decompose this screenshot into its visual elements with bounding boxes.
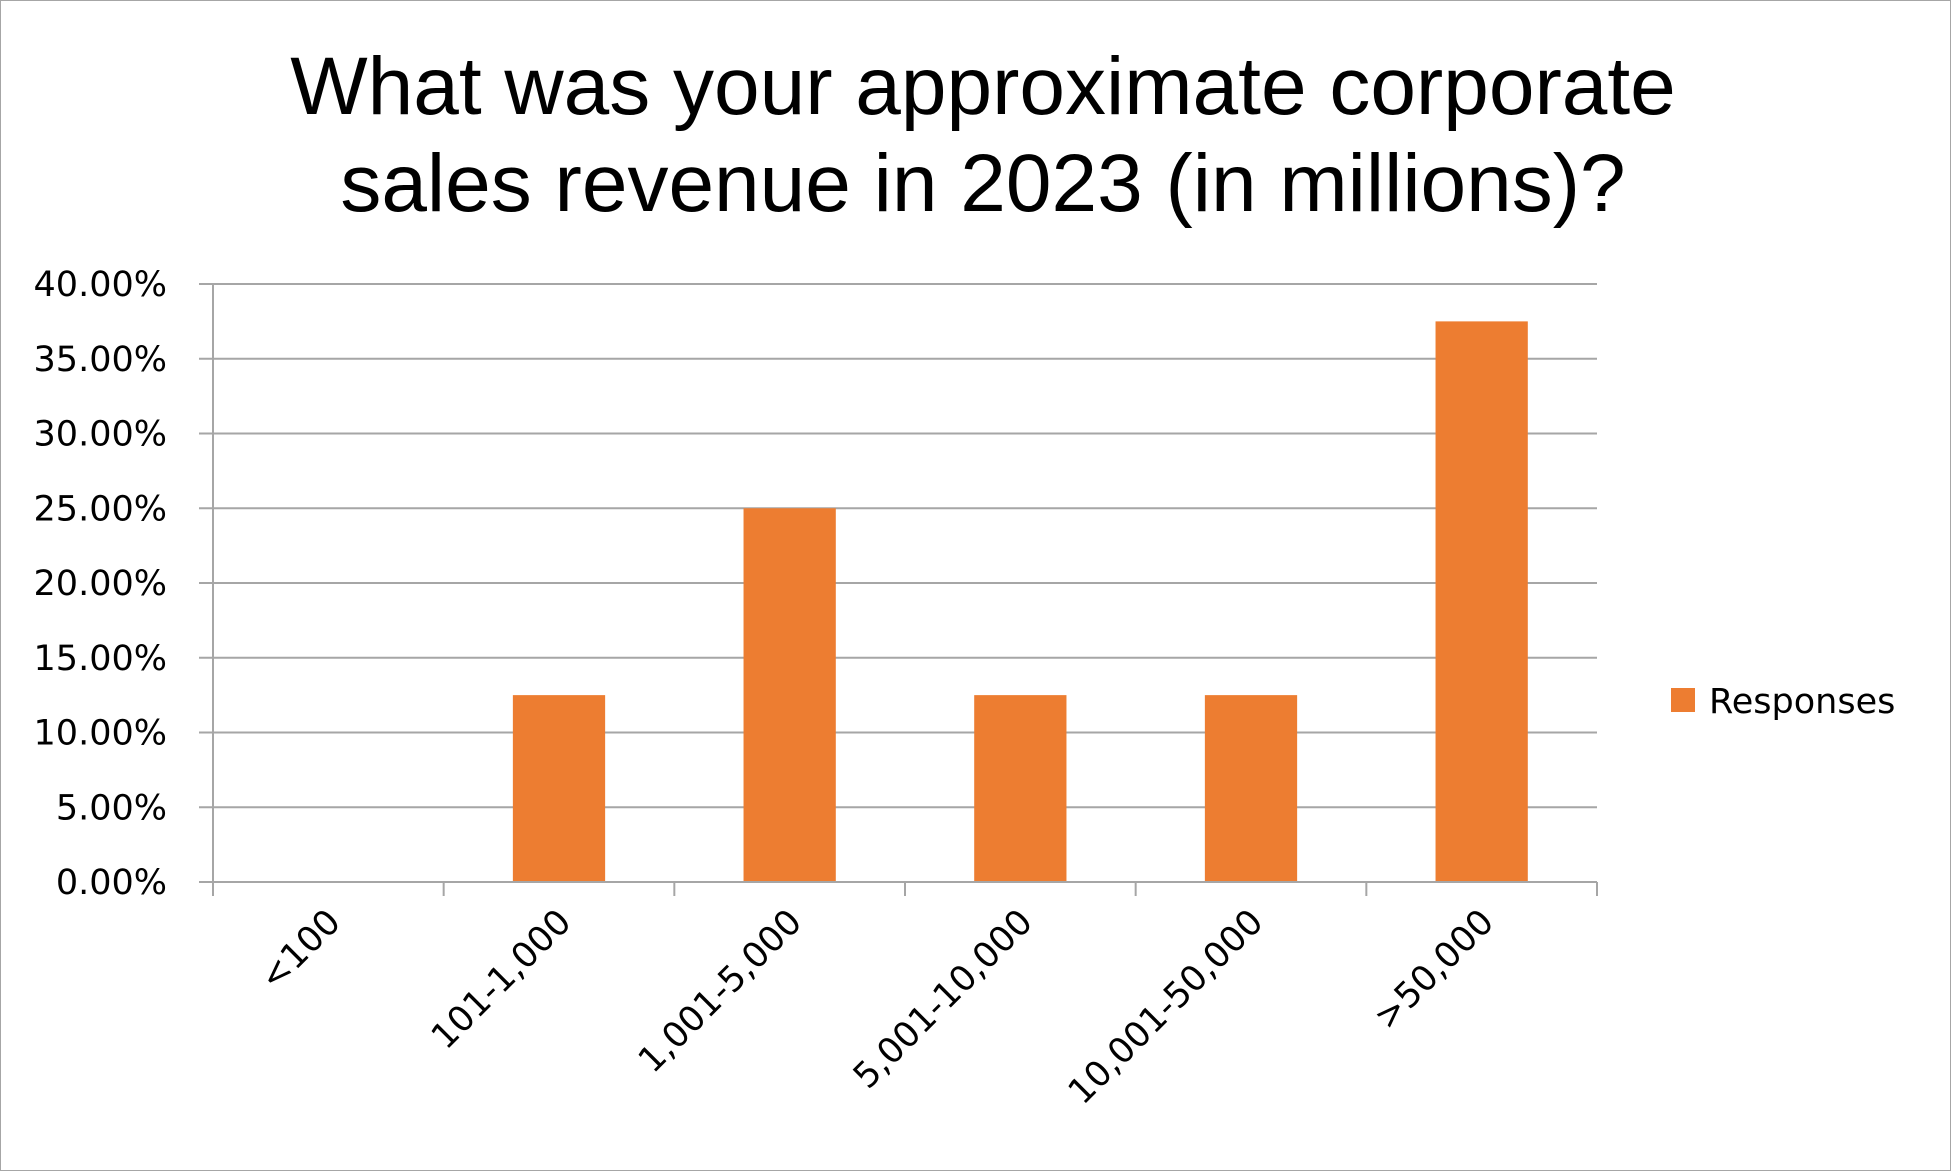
bars: [512, 321, 1528, 882]
legend: Responses: [1671, 682, 1895, 722]
x-tick-label: <100: [252, 902, 348, 998]
y-tick-label: 20.00%: [34, 564, 167, 604]
y-axis-tick-labels: 0.00% 5.00% 10.00% 15.00% 20.00% 25.00% 30.00%…: [34, 265, 167, 903]
y-tick-label: 5.00%: [56, 788, 167, 828]
x-tick-label: 10,001-50,000: [1061, 902, 1271, 1112]
x-axis: [199, 284, 1598, 896]
x-tick-label: 1,001-5,000: [631, 902, 810, 1081]
x-tick-label: 101-1,000: [424, 902, 579, 1057]
bar: [743, 508, 836, 882]
legend-swatch: [1671, 688, 1695, 712]
x-tick-label: >50,000: [1366, 902, 1502, 1038]
chart-title-line-1: What was your approximate corporate: [290, 41, 1676, 132]
y-tick-label: 15.00%: [34, 639, 167, 679]
y-tick-label: 35.00%: [34, 340, 167, 380]
y-tick-label: 25.00%: [34, 489, 167, 529]
x-axis-tick-labels: <100 101-1,000 1,001-5,000 5,001-10,000 10,0…: [252, 902, 1502, 1112]
bar: [1435, 321, 1528, 882]
bar: [512, 695, 606, 882]
bar: [1204, 695, 1298, 882]
chart-title: What was your approximate corporate sale…: [290, 41, 1676, 229]
y-tick-label: 40.00%: [34, 265, 167, 305]
legend-label: Responses: [1709, 682, 1895, 722]
y-tick-label: 30.00%: [34, 415, 167, 455]
chart-title-line-2: sales revenue in 2023 (in millions)?: [340, 138, 1625, 229]
y-tick-label: 0.00%: [56, 863, 167, 903]
gridlines: [199, 283, 1597, 809]
bar: [974, 695, 1067, 882]
x-tick-label: 5,001-10,000: [846, 902, 1041, 1097]
y-tick-label: 10.00%: [34, 714, 167, 754]
